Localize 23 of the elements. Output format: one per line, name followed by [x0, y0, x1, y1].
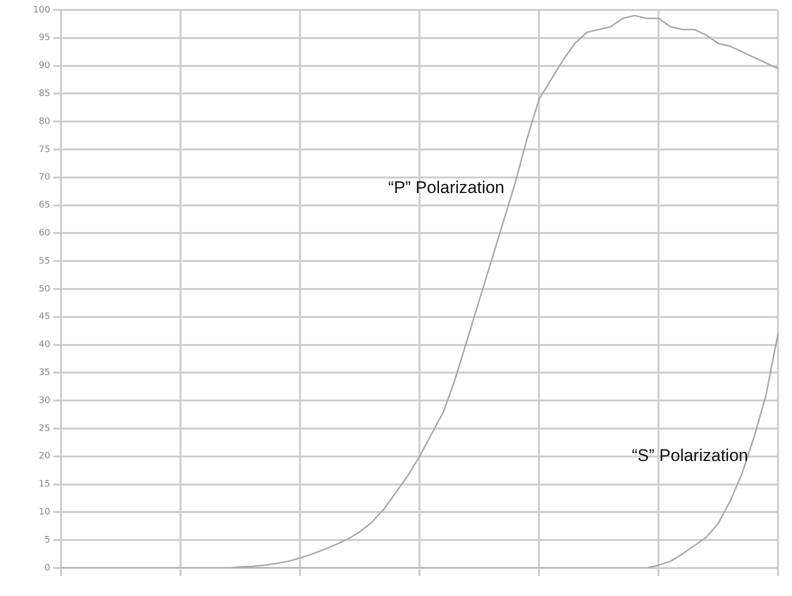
y-tick-label: 5: [44, 535, 50, 546]
y-tick-label: 35: [38, 368, 50, 378]
y-tick-label: 65: [38, 200, 50, 211]
y-tick-label: 30: [38, 396, 50, 406]
y-tick-label: 20: [38, 452, 50, 462]
y-tick-label: 0: [44, 563, 50, 574]
y-tick-label: 50: [38, 284, 50, 294]
series-label: “P” Polarization: [388, 178, 504, 198]
y-tick-label: 15: [38, 480, 50, 490]
y-tick-label: 55: [38, 256, 50, 266]
y-tick-label: 25: [38, 424, 50, 434]
y-tick-label: 10: [38, 508, 50, 518]
y-tick-label: 85: [38, 89, 50, 100]
y-tick-label: 95: [38, 33, 50, 44]
y-tick-label: 100: [32, 5, 50, 16]
series-label: “S” Polarization: [632, 446, 748, 466]
y-tick-label: 70: [38, 172, 50, 183]
y-tick-label: 40: [38, 340, 50, 350]
y-tick-label: 45: [38, 312, 50, 322]
y-tick-label: 60: [38, 228, 50, 239]
y-tick-label: 75: [38, 144, 50, 155]
y-tick-label: 90: [38, 61, 50, 72]
y-tick-label: 80: [38, 116, 50, 127]
